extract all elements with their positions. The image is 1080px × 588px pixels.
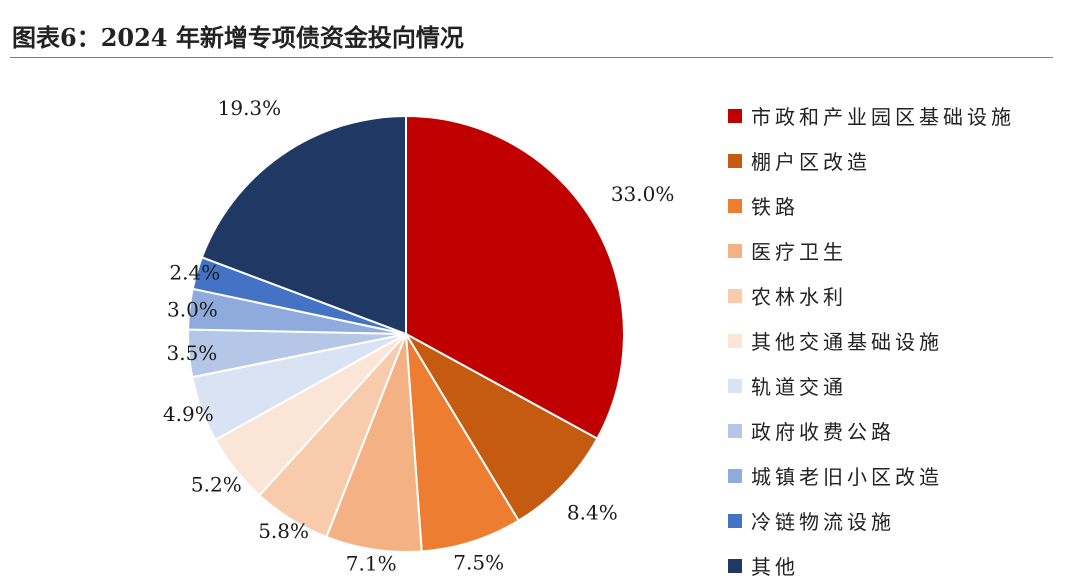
pie-data-label-7: 4.9% (163, 402, 214, 426)
legend-swatch (728, 288, 742, 303)
pie-data-label-6: 5.2% (191, 472, 242, 496)
legend-swatch (728, 153, 742, 168)
pie-chart: 33.0% 8.4% 7.5% 7.1% 5.8% 5.2% 4.9% 3.5% 3.0% 2.4… (163, 96, 674, 576)
pie-data-label-9: 3.0% (167, 297, 218, 321)
legend-item-3: 铁路 (728, 183, 1068, 228)
pie-data-labels: 33.0% 8.4% 7.5% 7.1% 5.8% 5.2% 4.9% 3.5% 3.0% 2.4… (163, 96, 674, 576)
legend-item-8: 政府收费公路 (728, 408, 1068, 453)
pie-slices (187, 115, 625, 553)
legend-item-6: 其他交通基础设施 (728, 318, 1068, 363)
legend-label: 政府收费公路 (751, 420, 895, 444)
legend-item-2: 棚户区改造 (728, 138, 1068, 183)
legend-swatch (728, 378, 742, 393)
legend-item-9: 城镇老旧小区改造 (728, 453, 1068, 498)
legend-swatch (728, 423, 742, 438)
legend-label: 棚户区改造 (751, 150, 871, 174)
legend-label: 农林水利 (751, 285, 847, 309)
title-divider (10, 57, 1053, 58)
pie-data-label-8: 3.5% (166, 341, 217, 365)
chart-legend: 市政和产业园区基础设施 棚户区改造铁路医疗卫生农林水利其他交通基础设施 轨道交通政府… (728, 93, 1068, 588)
legend-swatch (728, 243, 742, 258)
legend-swatch (728, 108, 742, 123)
pie-slice-1 (405, 115, 625, 440)
pie-data-label-1: 33.0% (611, 182, 675, 206)
pie-data-label-10: 2.4% (169, 260, 220, 284)
legend-item-7: 轨道交通 (728, 363, 1068, 408)
pie-data-label-11: 19.3% (218, 96, 282, 120)
legend-item-5: 农林水利 (728, 273, 1068, 318)
legend-item-1: 市政和产业园区基础设施 (728, 93, 1068, 138)
legend-label: 轨道交通 (751, 375, 847, 399)
pie-data-label-5: 5.8% (258, 519, 309, 543)
legend-swatch (728, 198, 742, 213)
legend-swatch (728, 333, 742, 348)
legend-label: 城镇老旧小区改造 (751, 465, 943, 489)
legend-item-10: 冷链物流设施 (728, 498, 1068, 543)
legend-label: 铁路 (751, 195, 799, 219)
pie-slice-11 (200, 115, 407, 335)
pie-data-label-3: 7.5% (453, 551, 504, 575)
pie-slice-2 (405, 333, 599, 522)
legend-swatch (728, 513, 742, 528)
pie-data-label-4: 7.1% (346, 551, 397, 575)
legend-swatch (728, 468, 742, 483)
legend-swatch (728, 558, 742, 573)
legend-label: 其他 (751, 555, 799, 579)
legend-label: 市政和产业园区基础设施 (751, 105, 1015, 129)
pie-data-label-2: 8.4% (567, 501, 618, 525)
legend-label: 其他交通基础设施 (751, 330, 943, 354)
legend-label: 冷链物流设施 (751, 510, 895, 534)
pie-slice-3 (405, 333, 520, 553)
legend-item-4: 医疗卫生 (728, 228, 1068, 273)
chart-title: 图表6：2024 年新增专项债资金投向情况 (12, 23, 464, 52)
legend-item-11: 其他 (728, 543, 1068, 588)
legend-label: 医疗卫生 (751, 240, 847, 264)
